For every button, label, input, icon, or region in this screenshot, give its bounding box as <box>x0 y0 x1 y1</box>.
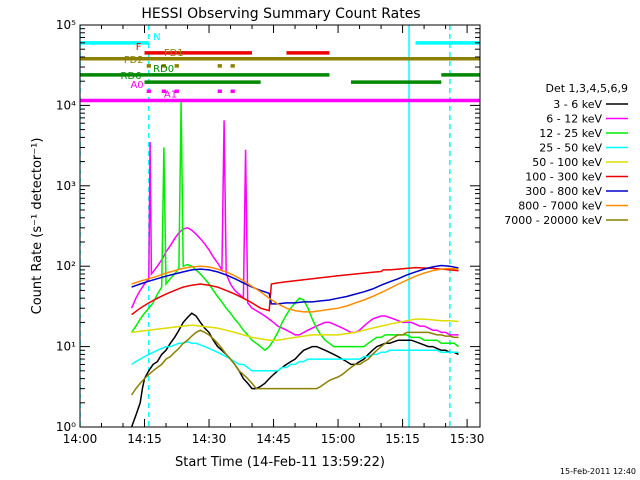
y-tick-label-2: 10² <box>56 259 76 273</box>
plot-frame <box>79 24 481 428</box>
legend-label-1: 6 - 12 keV <box>546 113 602 126</box>
x-axis-label: Start Time (14-Feb-11 13:59:22) <box>175 455 385 470</box>
x-tick-label-5: 15:15 <box>385 432 420 446</box>
y-tick-label-5: 10⁵ <box>56 18 76 32</box>
y-axis-label: Count Rate (s⁻¹ detector⁻¹) <box>30 138 45 315</box>
flag-label-N: N <box>153 32 160 43</box>
y-tick-label-3: 10³ <box>56 179 76 193</box>
flag-label-A0: A0 <box>130 80 143 91</box>
flag-label-F: F <box>136 42 142 53</box>
flag-label-FD1: FD1 <box>164 48 184 59</box>
y-axis: 10⁰ 10¹ 10² 10³ 10⁴ 10⁵ <box>56 18 480 434</box>
flag-label-A1: A1 <box>164 90 177 101</box>
legend-label-2: 12 - 25 keV <box>539 127 602 140</box>
x-axis: 14:00 14:15 14:30 14:45 15:00 15:15 15:30 <box>63 25 485 446</box>
flag-label-FD2: FD2 <box>124 55 144 66</box>
legend-label-7: 800 - 7000 keV <box>518 200 602 213</box>
series-line-4 <box>131 318 459 341</box>
x-tick-label-1: 14:15 <box>127 432 162 446</box>
series-line-5 <box>131 266 459 316</box>
y-tick-label-1: 10¹ <box>56 340 76 354</box>
plot-clip-group <box>80 25 480 427</box>
legend-label-8: 7000 - 20000 keV <box>504 214 602 227</box>
series-line-7 <box>131 265 459 313</box>
legend-label-5: 100 - 300 keV <box>525 171 602 184</box>
flag-label-RD6: RD6 <box>121 71 142 82</box>
chart-title: HESSI Observing Summary Count Rates <box>141 6 420 22</box>
x-tick-label-6: 15:30 <box>450 432 485 446</box>
footer-date: 15-Feb-2011 12:40 <box>560 467 636 476</box>
x-tick-label-4: 15:00 <box>321 432 356 446</box>
legend-label-4: 50 - 100 keV <box>532 156 602 169</box>
legend-header: Det 1,3,4,5,6,9 <box>545 82 628 95</box>
x-tick-label-0: 14:00 <box>63 432 98 446</box>
y-tick-label-4: 10⁴ <box>56 98 76 112</box>
series-line-6 <box>131 264 459 305</box>
legend-label-0: 3 - 6 keV <box>553 98 602 111</box>
legend-label-3: 25 - 50 keV <box>539 142 602 155</box>
series-line-0 <box>130 312 459 427</box>
x-tick-label-3: 14:45 <box>256 432 291 446</box>
series-line-3 <box>131 340 459 372</box>
x-tick-label-2: 14:30 <box>192 432 227 446</box>
y-tick-label-0: 10⁰ <box>56 420 76 434</box>
flag-label-RD0: RD0 <box>153 64 174 75</box>
legend-label-6: 300 - 800 keV <box>525 185 602 198</box>
series-line-8 <box>130 329 459 396</box>
